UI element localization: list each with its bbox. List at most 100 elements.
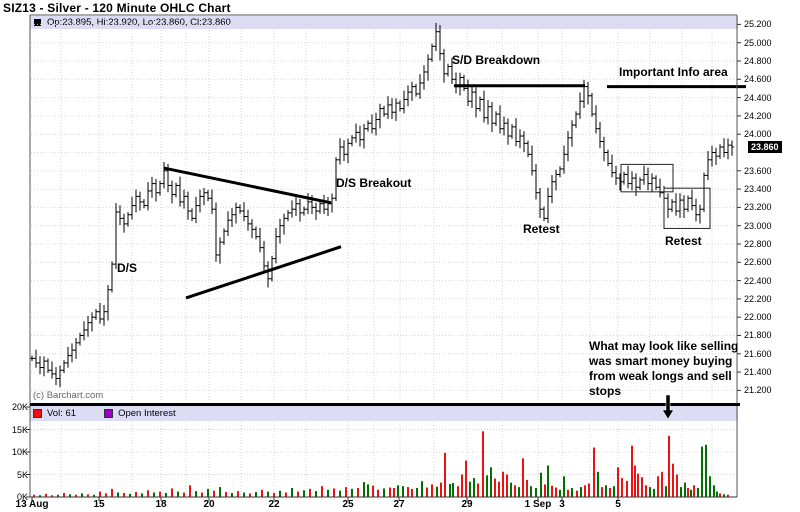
- volume-bar: [372, 485, 374, 497]
- volume-bar: [530, 486, 532, 497]
- volume-bar: [99, 491, 101, 497]
- price-axis-label: 23.600: [744, 165, 772, 176]
- volume-bar: [547, 465, 549, 497]
- volume-bar: [461, 474, 463, 497]
- volume-bar: [477, 483, 479, 497]
- volume-bar: [526, 479, 528, 497]
- price-axis-label: 22.200: [744, 293, 772, 304]
- volume-bar: [273, 492, 275, 497]
- volume-bar: [559, 489, 561, 497]
- volume-bar: [657, 476, 659, 497]
- volume-bar: [697, 488, 699, 497]
- volume-bar: [637, 473, 639, 497]
- volume-bar: [716, 491, 718, 497]
- volume-bar: [219, 487, 221, 497]
- volume-bar: [339, 490, 341, 497]
- volume-bar: [551, 485, 553, 497]
- volume-bar: [641, 477, 643, 497]
- series-bullet-icon: [34, 19, 41, 26]
- volume-bar: [621, 478, 623, 497]
- volume-bar: [303, 490, 305, 497]
- volume-bar: [237, 491, 239, 497]
- volume-bar: [690, 489, 692, 497]
- volume-bar: [33, 494, 35, 497]
- volume-bar: [502, 471, 504, 497]
- volume-bar: [367, 484, 369, 497]
- volume-bar: [69, 494, 71, 497]
- annotation-retest-1: Retest: [523, 222, 560, 236]
- volume-bar: [159, 491, 161, 497]
- volume-bar: [39, 495, 41, 497]
- time-axis-label: 25: [342, 499, 354, 510]
- volume-bar: [129, 493, 131, 497]
- volume-legend-bar: Vol: 61 Open Interest: [30, 406, 738, 421]
- price-axis-label: 25.000: [744, 37, 772, 48]
- down-arrow-icon: [662, 394, 674, 420]
- volume-bar: [75, 494, 77, 497]
- price-axis-label: 24.200: [744, 110, 772, 121]
- volume-axis-label: 10K: [11, 447, 28, 457]
- volume-legend-label: Vol: 61: [47, 408, 77, 419]
- price-axis-label: 23.400: [744, 184, 772, 195]
- price-axis-label: 21.400: [744, 367, 772, 378]
- volume-bar: [555, 487, 557, 497]
- volume-bar: [309, 488, 311, 497]
- volume-bar: [255, 492, 257, 497]
- ohlc-info-text: Op:23.895, Hi:23.920, Lo:23.860, Cl:23.8…: [47, 17, 231, 28]
- volume-bar: [81, 493, 83, 497]
- volume-bar: [457, 486, 459, 497]
- volume-bar: [117, 492, 119, 497]
- volume-bar: [653, 488, 655, 497]
- consolidation-box: [620, 163, 674, 193]
- volume-bar: [469, 481, 471, 497]
- volume-bar: [389, 487, 391, 497]
- volume-bar: [87, 494, 89, 497]
- volume-bar: [535, 488, 537, 497]
- annotation-sd-breakdown: S/D Breakdown: [452, 53, 541, 67]
- price-axis-label: 22.800: [744, 238, 772, 249]
- volume-bar: [440, 482, 442, 497]
- volume-bar: [45, 493, 47, 497]
- volume-bar: [291, 488, 293, 497]
- price-axis-label: 22.000: [744, 312, 772, 323]
- volume-bar: [645, 485, 647, 497]
- volume-bar: [719, 493, 721, 497]
- volume-bar: [506, 474, 508, 497]
- volume-bar: [377, 489, 379, 497]
- volume-bar: [522, 458, 524, 497]
- annotation-ds-breakout: D/S Breakout: [336, 176, 412, 190]
- volume-bar: [213, 490, 215, 497]
- volume-bar: [486, 475, 488, 497]
- volume-bar: [421, 481, 423, 497]
- volume-bar: [684, 482, 686, 497]
- volume-bar: [426, 487, 428, 497]
- volume-bar: [189, 485, 191, 497]
- volume-bar: [407, 487, 409, 497]
- volume-bar: [676, 474, 678, 497]
- volume-bar: [444, 452, 446, 497]
- open-interest-legend-label: Open Interest: [118, 408, 176, 419]
- volume-bar: [665, 486, 667, 497]
- last-price-tag: 23.860: [748, 141, 782, 153]
- volume-bar: [123, 492, 125, 497]
- volume-bar: [613, 486, 615, 497]
- volume-bar: [171, 488, 173, 497]
- volume-bar: [617, 467, 619, 497]
- volume-bar: [63, 492, 65, 497]
- pane-divider: [30, 403, 740, 406]
- volume-bar: [402, 486, 404, 497]
- volume-bar: [705, 444, 707, 497]
- volume-bar: [593, 447, 595, 497]
- volume-bar: [713, 485, 715, 497]
- volume-bar: [135, 492, 137, 497]
- volume-bar: [351, 488, 353, 497]
- volume-bar: [177, 491, 179, 497]
- volume-bar: [141, 493, 143, 497]
- volume-bar: [510, 482, 512, 497]
- time-axis-label: 29: [461, 499, 473, 510]
- volume-bar: [431, 484, 433, 497]
- volume-bar: [383, 488, 385, 497]
- volume-bar: [567, 489, 569, 497]
- time-axis-label: 1 Sep: [524, 499, 552, 510]
